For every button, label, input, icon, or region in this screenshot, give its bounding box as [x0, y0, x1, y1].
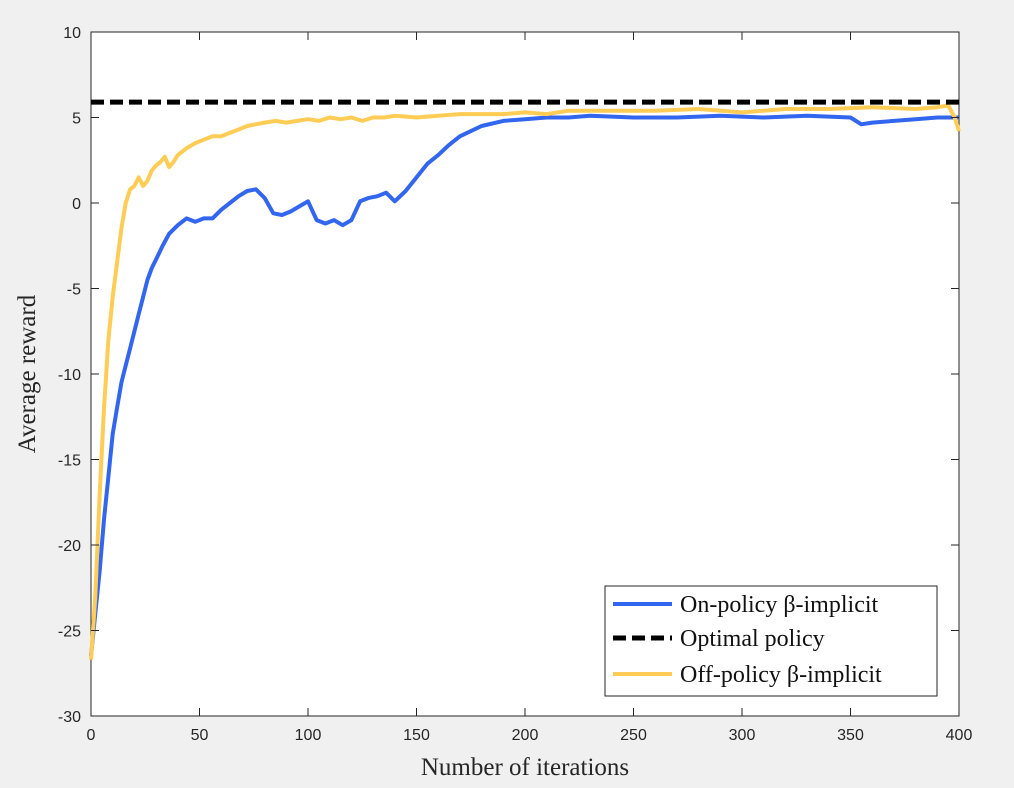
x-tick-label: 100	[295, 727, 322, 744]
y-tick-label: -15	[58, 453, 81, 470]
x-tick-label: 300	[729, 727, 756, 744]
y-tick-label: -30	[58, 709, 81, 726]
y-tick-label: -5	[67, 282, 81, 299]
series-line-2	[89, 103, 961, 660]
legend-label-on-policy: On-policy β-implicit	[680, 592, 879, 618]
y-tick-label: 5	[72, 111, 81, 128]
y-axis-title: Average reward	[14, 294, 41, 453]
legend: On-policy β-implicit Optimal policy Off-…	[604, 585, 938, 697]
y-tick-label: 10	[63, 25, 81, 42]
x-axis: 0 50 100 150 200 250 300 350 400	[87, 32, 973, 744]
y-tick-label: 0	[72, 196, 81, 213]
series-line-0	[89, 113, 959, 657]
x-axis-title: Number of iterations	[421, 754, 629, 781]
series-layer	[89, 99, 961, 660]
x-tick-label: 250	[620, 727, 647, 744]
x-tick-label: 150	[403, 727, 430, 744]
y-tick-label: -25	[58, 624, 81, 641]
legend-label-optimal: Optimal policy	[680, 626, 825, 652]
x-tick-label: 50	[191, 727, 209, 744]
y-axis: -30 -25 -20 -15 -10 -5 0 5 10	[58, 25, 959, 726]
legend-label-off-policy: Off-policy β-implicit	[680, 662, 882, 688]
y-tick-label: -10	[58, 367, 81, 384]
x-tick-label: 350	[837, 727, 864, 744]
y-tick-label: -20	[58, 538, 81, 555]
x-tick-label: 400	[946, 727, 973, 744]
x-tick-label: 200	[512, 727, 539, 744]
x-tick-label: 0	[87, 727, 96, 744]
